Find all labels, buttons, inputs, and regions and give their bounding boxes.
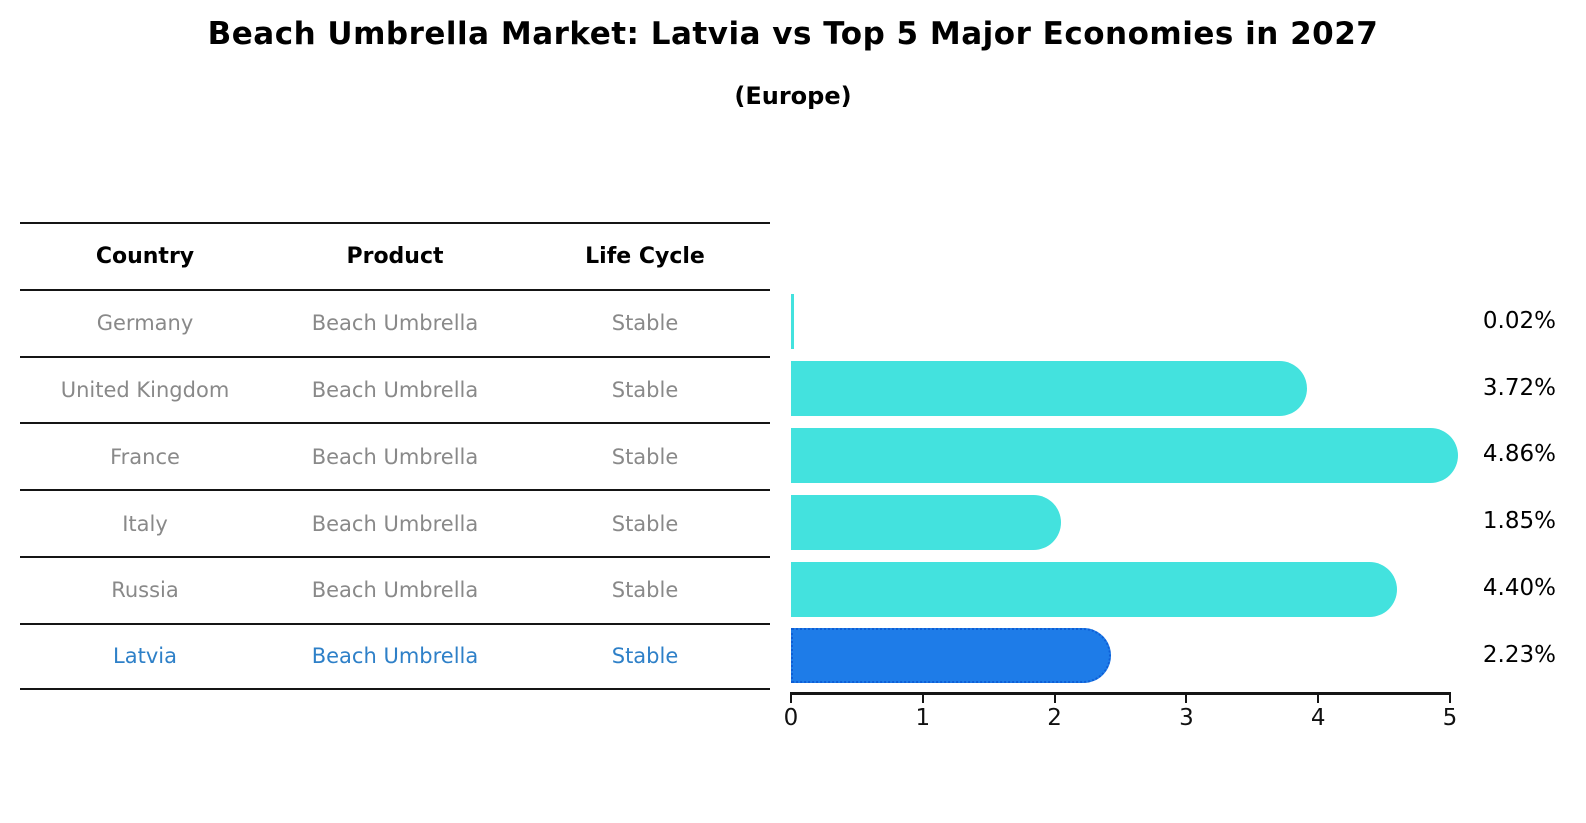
cell-product: Beach Umbrella — [311, 377, 479, 402]
cell-product: Beach Umbrella — [311, 444, 479, 469]
cell-life-cycle: Stable — [611, 578, 679, 603]
column-header-product: Product — [346, 243, 444, 269]
x-axis-tick — [1449, 694, 1451, 703]
x-axis-tick-label: 1 — [915, 705, 931, 731]
value-label-united-kingdom: 3.72% — [1482, 374, 1556, 401]
x-axis-tick-label: 2 — [1047, 705, 1062, 731]
table-header-row: Country Product Life Cycle — [20, 222, 770, 289]
value-label-russia: 4.40% — [1482, 575, 1556, 601]
x-axis — [790, 692, 1451, 695]
x-axis-tick-label: 4 — [1310, 705, 1326, 731]
chart-subtitle: (Europe) — [734, 82, 852, 110]
cell-country: Germany — [96, 311, 194, 336]
cell-country: France — [110, 444, 180, 469]
column-header-country: Country — [95, 243, 195, 269]
cell-life-cycle: Stable — [611, 444, 679, 469]
table-row: Latvia Beach Umbrella Stable — [20, 622, 770, 690]
bar-latvia — [791, 628, 1111, 684]
bar-russia — [791, 561, 1397, 617]
x-axis-tick-label: 5 — [1442, 705, 1458, 731]
chart-title: Beach Umbrella Market: Latvia vs Top 5 M… — [207, 16, 1379, 52]
x-axis-tick — [790, 694, 792, 703]
cell-life-cycle: Stable — [611, 644, 679, 669]
x-axis-tick — [921, 694, 924, 703]
cell-product: Beach Umbrella — [311, 511, 479, 536]
x-axis-tick-label: 3 — [1179, 705, 1194, 731]
cell-country: Latvia — [113, 644, 177, 669]
cell-life-cycle: Stable — [611, 511, 679, 536]
table-row: United Kingdom Beach Umbrella Stable — [20, 355, 770, 423]
column-header-life-cycle: Life Cycle — [585, 243, 705, 269]
x-axis-tick — [1053, 694, 1056, 703]
table-row: Italy Beach Umbrella Stable — [20, 489, 770, 556]
cell-country: Russia — [111, 578, 179, 603]
cell-product: Beach Umbrella — [311, 644, 479, 669]
country-table: Country Product Life Cycle Germany Beach… — [20, 222, 770, 690]
x-axis-tick-label: 0 — [783, 705, 799, 731]
table-row: Russia Beach Umbrella Stable — [20, 555, 770, 623]
value-label-latvia: 2.23% — [1482, 641, 1556, 668]
x-axis-tick — [1185, 694, 1188, 703]
bar-germany — [791, 294, 794, 350]
value-label-france: 4.86% — [1482, 441, 1556, 468]
cell-country: Italy — [122, 511, 168, 536]
bar-italy — [791, 494, 1061, 550]
bar-france — [791, 427, 1458, 483]
table-row: Germany Beach Umbrella Stable — [20, 288, 770, 356]
value-label-germany: 0.02% — [1482, 307, 1556, 334]
cell-product: Beach Umbrella — [311, 578, 479, 603]
value-label-italy: 1.85% — [1482, 508, 1556, 535]
cell-life-cycle: Stable — [611, 377, 679, 402]
x-axis-tick — [1317, 694, 1320, 703]
table-row: France Beach Umbrella Stable — [20, 422, 770, 489]
bar-united-kingdom — [791, 361, 1308, 417]
cell-product: Beach Umbrella — [311, 311, 479, 336]
cell-life-cycle: Stable — [611, 311, 679, 336]
cell-country: United Kingdom — [60, 377, 230, 402]
